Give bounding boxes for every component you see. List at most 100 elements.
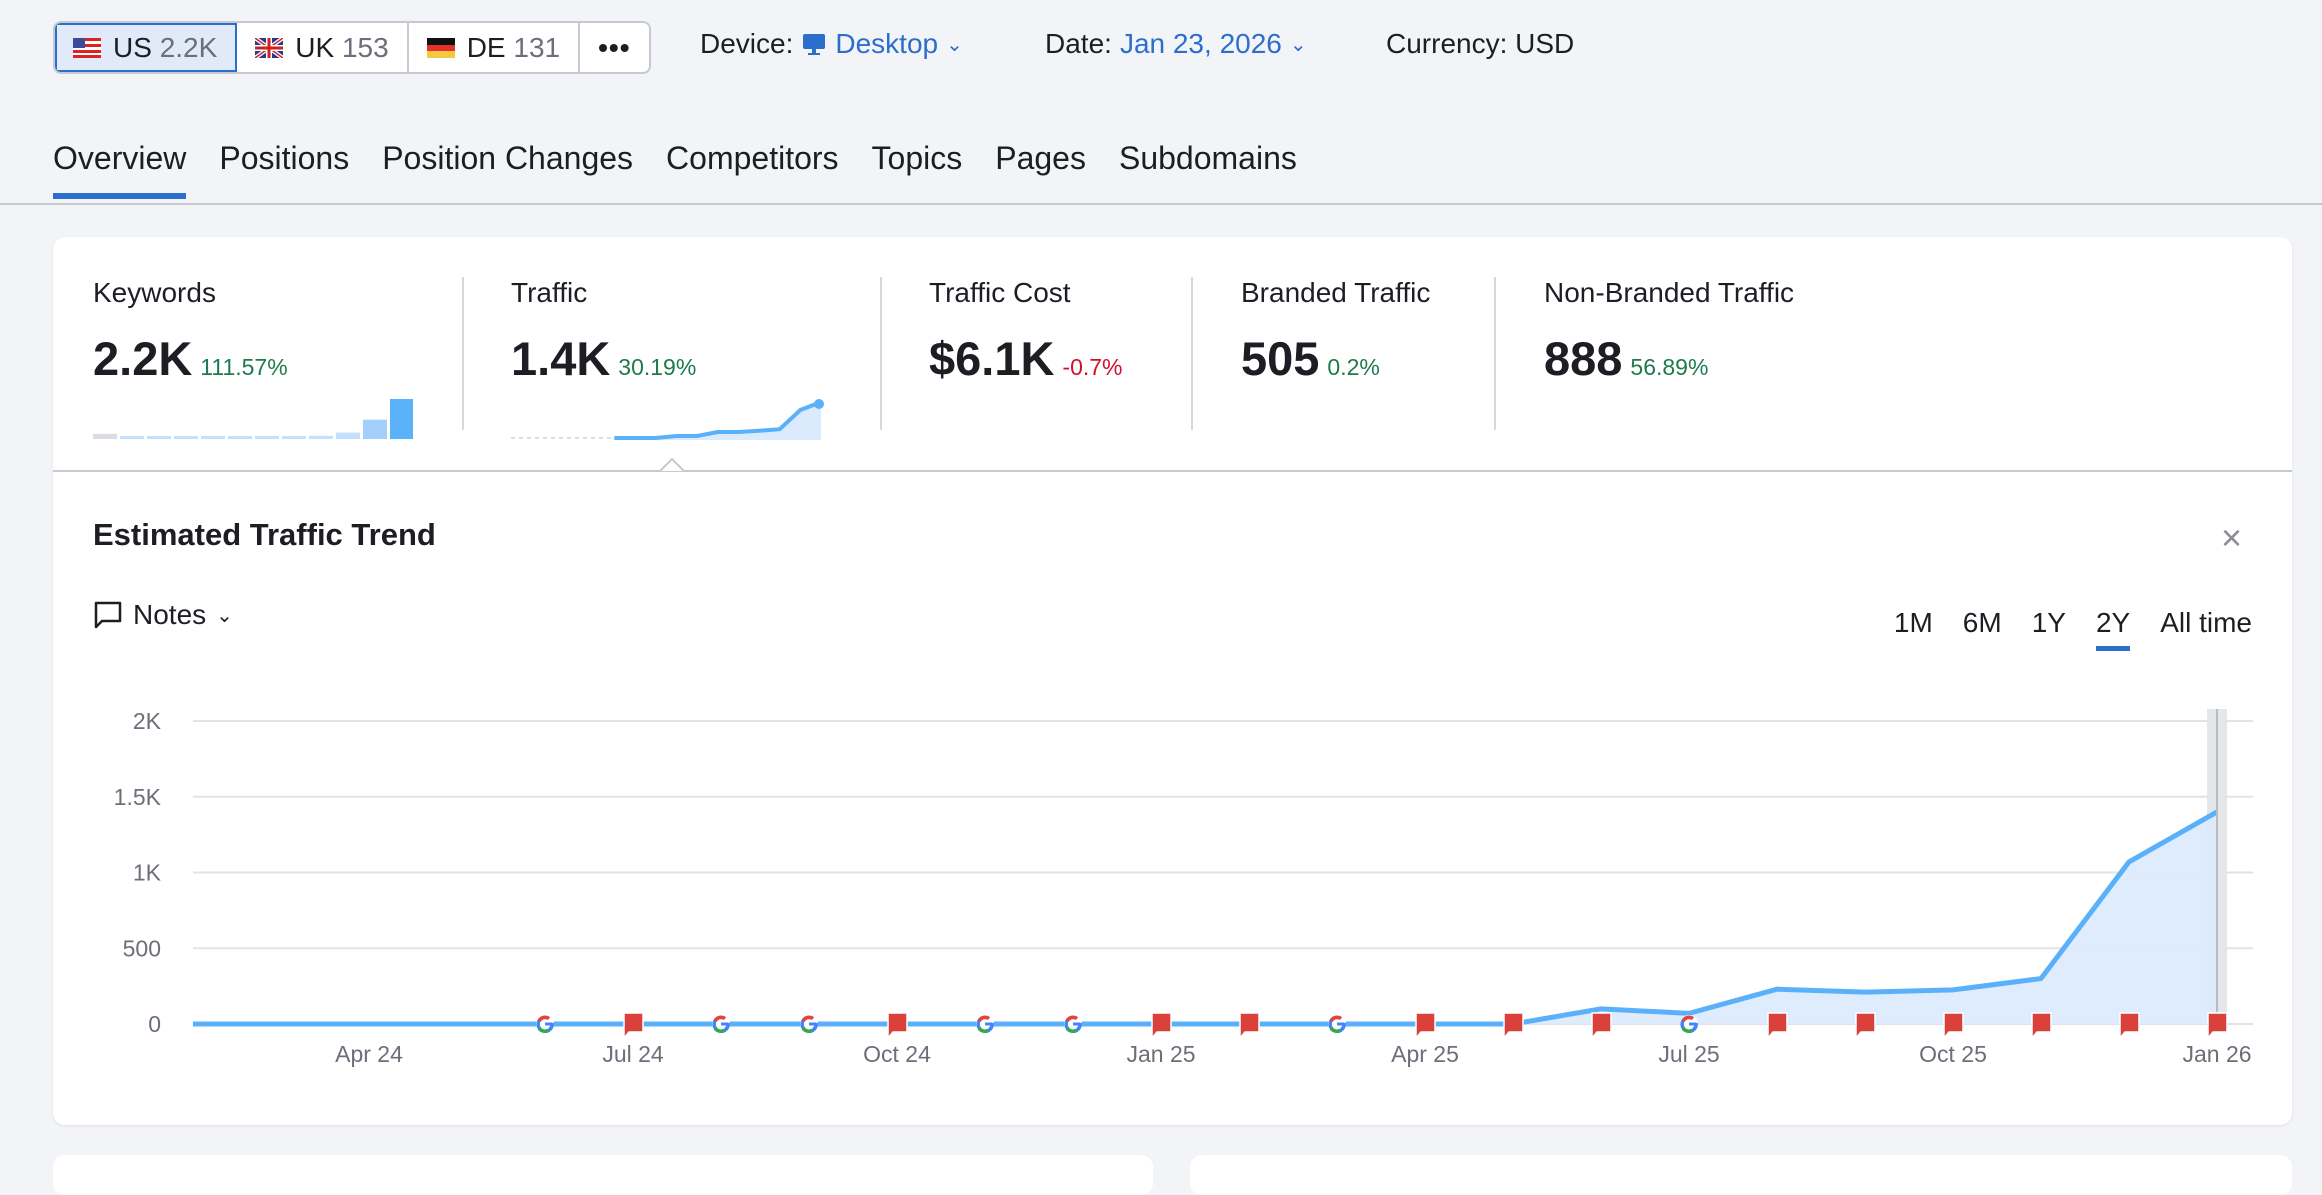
country-uk[interactable]: UK 153 — [237, 23, 409, 72]
google-icon-arc — [537, 1015, 550, 1023]
country-count: 2.2K — [159, 31, 218, 63]
y-tick-label: 500 — [123, 935, 161, 961]
x-tick-label: Apr 25 — [1391, 1041, 1459, 1067]
google-icon-arc — [537, 1026, 549, 1033]
date-label: Date: — [1045, 28, 1112, 59]
notes-label: Notes — [133, 599, 207, 630]
google-icon-arc — [977, 1015, 990, 1023]
sparkline-bar — [93, 433, 117, 439]
metric-change: 30.19% — [618, 354, 697, 380]
tab-subdomains[interactable]: Subdomains — [1118, 140, 1297, 176]
range-1y[interactable]: 1Y — [2031, 607, 2066, 638]
google-update-icon — [1064, 1015, 1082, 1034]
sparkline-bar — [282, 436, 306, 439]
country-us[interactable]: US 2.2K — [55, 23, 238, 72]
note-flag-icon — [623, 1012, 644, 1041]
google-update-icon — [712, 1015, 730, 1034]
metric-value: 2.2K — [93, 332, 193, 385]
keywords-sparkline — [93, 399, 414, 439]
traffic-trend-chart[interactable]: 0 500 1K 1.5K 2K Apr 24 Jul 24 Oct 24 Jan 25 Apr … — [53, 677, 2292, 1117]
close-icon[interactable]: × — [2221, 517, 2243, 558]
range-6m[interactable]: 6M — [1962, 607, 2002, 638]
metric-change: 56.89% — [1630, 354, 1709, 380]
metric-branded-traffic[interactable]: Branded Traffic 505 0.2% — [1241, 277, 1430, 386]
metric-value: $6.1K — [929, 332, 1055, 385]
google-icon-arc — [1065, 1015, 1078, 1023]
google-icon-arc — [713, 1015, 726, 1023]
date-value: Jan 23, 2026 — [1119, 28, 1282, 59]
tab-overview[interactable]: Overview — [53, 140, 187, 199]
sparkline-bar — [336, 432, 360, 439]
tab-topics[interactable]: Topics — [871, 140, 963, 176]
country-de[interactable]: DE 131 — [409, 23, 581, 72]
sparkline-bar — [147, 436, 171, 439]
sparkline-bar — [174, 436, 198, 439]
metric-traffic-cost[interactable]: Traffic Cost $6.1K -0.7% — [929, 277, 1123, 386]
de-flag-icon — [426, 37, 455, 58]
google-icon-arc — [801, 1015, 814, 1023]
metric-traffic[interactable]: Traffic 1.4K 30.19% — [511, 277, 831, 446]
range-all-time[interactable]: All time — [2160, 607, 2252, 638]
metric-divider — [1494, 277, 1496, 430]
x-tick-label: Jan 26 — [2182, 1041, 2251, 1067]
database-selector: US 2.2K UK 153 DE 131 ••• — [53, 21, 651, 74]
x-tick-label: Jul 24 — [602, 1041, 664, 1067]
note-flag-icon — [1415, 1012, 1436, 1041]
x-tick-label: Jan 25 — [1126, 1041, 1195, 1067]
x-tick-label: Oct 24 — [863, 1041, 931, 1067]
metric-change: 0.2% — [1327, 354, 1380, 380]
uk-flag-icon — [255, 37, 284, 58]
more-databases-button[interactable]: ••• — [598, 31, 631, 63]
metric-change: -0.7% — [1062, 354, 1123, 380]
google-icon-arc — [977, 1026, 989, 1033]
notes-dropdown[interactable]: Notes ⌄ — [93, 599, 233, 631]
metric-divider — [880, 277, 882, 430]
range-2y[interactable]: 2Y — [2095, 607, 2131, 651]
note-flag-icon — [1503, 1012, 1524, 1041]
sparkline-bar — [228, 436, 252, 439]
metric-non-branded-traffic[interactable]: Non-Branded Traffic 888 56.89% — [1544, 277, 1794, 386]
device-selector[interactable]: Device: Desktop ⌄ — [700, 28, 963, 60]
tab-positions[interactable]: Positions — [219, 140, 350, 176]
sparkline-bar — [363, 419, 387, 439]
metric-divider — [462, 277, 464, 430]
chart-title: Estimated Traffic Trend — [93, 517, 436, 552]
metric-value: 1.4K — [511, 332, 611, 385]
us-flag-icon — [73, 37, 101, 58]
note-flag-icon — [1151, 1012, 1172, 1041]
note-flag-icon — [1239, 1012, 1260, 1041]
google-icon-arc — [713, 1026, 725, 1033]
lower-card-right — [1190, 1155, 2292, 1195]
note-flag-icon — [2119, 1012, 2140, 1041]
note-flag-icon — [1767, 1012, 1788, 1041]
date-selector[interactable]: Date: Jan 23, 2026 ⌄ — [1045, 28, 1307, 60]
tab-pages[interactable]: Pages — [995, 140, 1086, 176]
comment-icon — [94, 601, 122, 629]
chevron-down-icon: ⌄ — [946, 33, 963, 56]
sparkline-line — [614, 400, 822, 440]
google-icon-arc — [1681, 1015, 1694, 1023]
google-update-icon — [800, 1015, 818, 1034]
chevron-down-icon: ⌄ — [216, 604, 233, 627]
traffic-line — [193, 809, 2219, 1027]
metric-keywords[interactable]: Keywords 2.2K 111.57% — [93, 277, 414, 446]
traffic-sparkline — [511, 399, 824, 440]
y-tick-label: 2K — [133, 708, 162, 734]
google-icon-arc — [801, 1026, 813, 1033]
y-tick-label: 1K — [133, 860, 162, 886]
section-divider — [53, 470, 2292, 472]
note-flag-icon — [1943, 1012, 1964, 1041]
selected-caret-icon — [660, 458, 684, 472]
tab-position-changes[interactable]: Position Changes — [382, 140, 634, 176]
tab-competitors[interactable]: Competitors — [666, 140, 839, 176]
metric-label: Traffic — [511, 277, 588, 308]
device-value: Desktop — [835, 28, 939, 59]
google-icon-arc — [1329, 1026, 1341, 1033]
desktop-icon — [803, 34, 826, 55]
country-code: DE — [466, 31, 506, 63]
country-count: 131 — [513, 31, 561, 63]
currency-label: Currency: USD — [1386, 28, 1575, 59]
country-code: UK — [295, 31, 335, 63]
range-1m[interactable]: 1M — [1893, 607, 1933, 638]
time-range-selector: 1M 6M 1Y 2Y All time — [1893, 607, 2252, 651]
